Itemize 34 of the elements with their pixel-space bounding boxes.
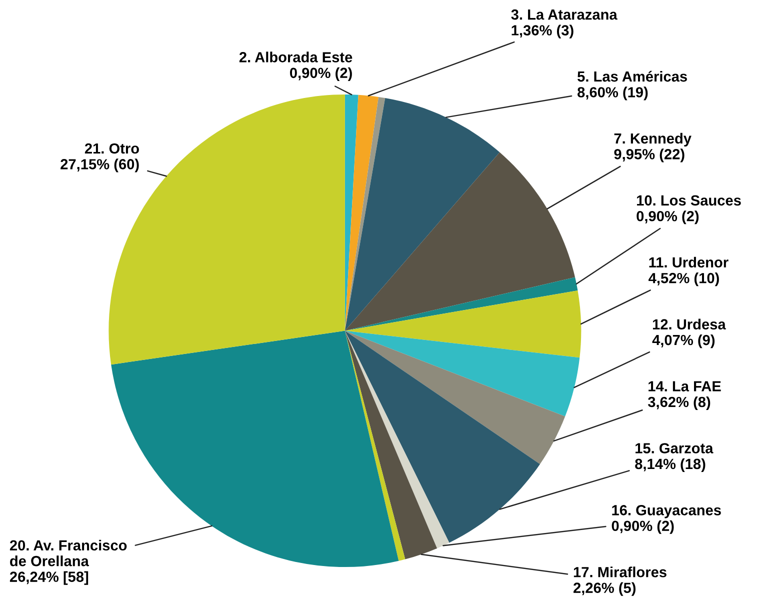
data-label: 0,90% (2) [612,520,674,534]
slice-label: 17. Miraflores [574,566,666,578]
data-label: 4,52% (10) [648,272,719,286]
slice-label: 5. Las Américas [578,70,687,82]
data-label: 1,36% (3) [512,24,574,38]
slice-label: 11. Urdenor [649,256,728,268]
slice-label: 10. Los Sauces [637,195,741,206]
slice-label: 20. Av. Francisco de Orellana [10,540,127,566]
pie-slice [344,330,450,548]
slice-label: 2. Alborada Este [239,52,352,62]
data-label: 8,14% (18) [635,458,706,472]
slice-label: 21. Otro [84,143,139,154]
slice-label: 14. La FAE [648,381,721,392]
pie-slice [344,330,566,464]
slice-label: 15. Garzota [636,443,714,454]
data-label: 0,90% (2) [636,210,699,224]
pie-slice [344,94,379,331]
data-label: 8,60% (19) [578,86,648,100]
slice-label: 7. Kennedy [614,132,692,147]
pie-slice [344,277,578,331]
data-label: 26,24% [58] [10,571,88,585]
data-label: 3,62% (8) [648,396,710,410]
slice-label: 16. Guayacanes [612,505,721,518]
pie-slice [344,330,580,416]
data-label: 27,15% (60) [60,158,139,172]
slice-label: 3. La Atarazana [511,9,618,20]
data-label: 4,07% (9) [652,334,715,348]
pie-slice [344,330,438,560]
data-label: 9,95% (22) [614,148,684,162]
data-label: 2,26% (5) [574,582,636,596]
pie-slice [344,152,576,331]
slice-label: 12. Urdesa [652,318,726,330]
data-label: 0,90% (2) [290,67,352,81]
pie-slice [344,96,386,331]
